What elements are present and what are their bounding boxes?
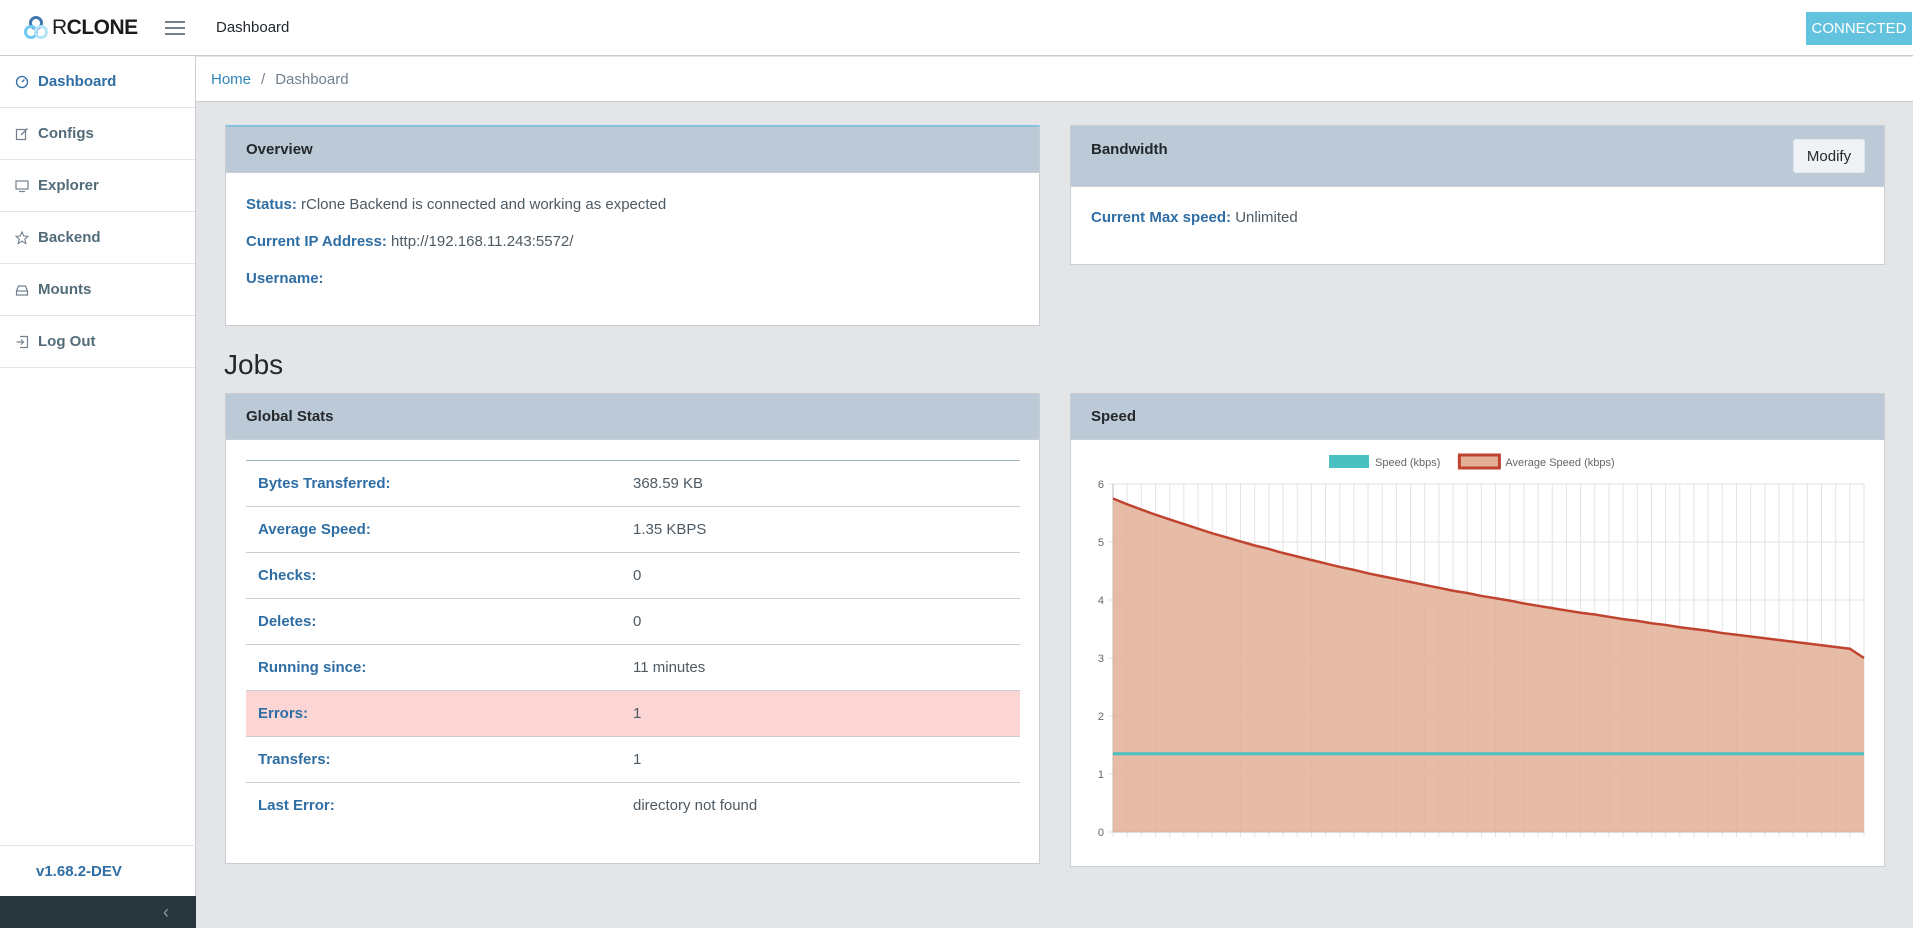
sidebar-item-backend[interactable]: Backend xyxy=(0,212,195,264)
stat-label: Last Error: xyxy=(246,782,633,829)
sidebar-item-label: Log Out xyxy=(38,333,96,350)
stat-label: Checks: xyxy=(246,552,633,599)
sidebar-item-mounts[interactable]: Mounts xyxy=(0,264,195,316)
jobs-heading: Jobs xyxy=(224,349,284,380)
series-area-average-speed xyxy=(1113,498,1864,832)
stat-value: 11 minutes xyxy=(633,644,1020,691)
stat-label: Average Speed: xyxy=(246,506,633,553)
ip-value: http://192.168.11.243:5572/ xyxy=(391,233,574,250)
status-value: rClone Backend is connected and working … xyxy=(301,196,667,213)
connection-status-button[interactable]: CONNECTED xyxy=(1806,12,1912,45)
speedometer-icon xyxy=(14,74,30,90)
y-tick-label: 3 xyxy=(1098,653,1104,665)
stat-label: Transfers: xyxy=(246,736,633,783)
stat-label: Running since: xyxy=(246,644,633,691)
stat-value: 0 xyxy=(633,598,1020,645)
stat-value: directory not found xyxy=(633,782,1020,829)
stat-value: 1 xyxy=(633,736,1020,783)
logout-icon xyxy=(14,334,30,350)
y-tick-label: 6 xyxy=(1098,479,1104,491)
bandwidth-card: Bandwidth Current Max speed: Unlimited xyxy=(1070,125,1885,265)
username-row: Username: xyxy=(246,270,324,287)
star-icon xyxy=(14,230,30,246)
sidebar-item-label: Dashboard xyxy=(38,73,117,90)
stat-value: 1 xyxy=(633,690,1020,737)
modify-bandwidth-button[interactable]: Modify xyxy=(1793,139,1865,173)
rclone-logo-icon xyxy=(24,16,48,39)
legend-label: Average Speed (kbps) xyxy=(1505,457,1614,469)
stat-label: Errors: xyxy=(246,690,633,737)
y-tick-label: 2 xyxy=(1098,711,1104,723)
sidebar-item-explorer[interactable]: Explorer xyxy=(0,160,195,212)
breadcrumb: Home / Dashboard xyxy=(196,57,1913,102)
table-row: Transfers: 1 xyxy=(246,736,1020,783)
speed-chart: 0 1 2 3 4 5 6 Speed (kbps) Average Speed (kbps) xyxy=(1098,453,1865,839)
username-label: Username: xyxy=(246,270,324,287)
rclone-logo[interactable]: RCLONE xyxy=(24,14,138,42)
table-row: Last Error: directory not found xyxy=(246,782,1020,829)
stat-value: 0 xyxy=(633,552,1020,599)
drive-icon xyxy=(14,282,30,298)
legend-swatch xyxy=(1457,453,1501,470)
breadcrumb-separator: / xyxy=(261,70,266,88)
sidebar-item-dashboard[interactable]: Dashboard xyxy=(0,56,195,108)
table-row: Running since: 11 minutes xyxy=(246,644,1020,691)
sidebar-item-label: Backend xyxy=(38,229,101,246)
global-stats-card: Global Stats Bytes Transferred: 368.59 K… xyxy=(225,393,1040,864)
brand-text: RCLONE xyxy=(52,16,138,39)
ip-row: Current IP Address: http://192.168.11.24… xyxy=(246,233,573,250)
status-row: Status: rClone Backend is connected and … xyxy=(246,196,666,213)
overview-card-title: Overview xyxy=(226,127,1039,173)
pencil-icon xyxy=(14,126,30,142)
series-line-average-speed xyxy=(1112,497,1865,660)
stat-label: Bytes Transferred: xyxy=(246,460,633,507)
y-tick-label: 5 xyxy=(1098,537,1104,549)
hamburger-menu-icon[interactable] xyxy=(163,17,187,39)
stat-label: Deletes: xyxy=(246,598,633,645)
sidebar-item-configs[interactable]: Configs xyxy=(0,108,195,160)
legend-swatch xyxy=(1329,455,1369,468)
stat-value: 1.35 KBPS xyxy=(633,506,1020,553)
table-row-errors: Errors: 1 xyxy=(246,690,1020,737)
y-tick-label: 4 xyxy=(1098,595,1104,607)
speed-card: Speed 0 1 2 3 4 5 6 Speed (kbps) Average Speed (… xyxy=(1070,393,1885,867)
table-row: Bytes Transferred: 368.59 KB xyxy=(246,460,1020,507)
status-label: Status: xyxy=(246,196,297,213)
table-row: Average Speed: 1.35 KBPS xyxy=(246,506,1020,553)
max-speed-label: Current Max speed: xyxy=(1091,209,1232,226)
sidebar-minimizer[interactable]: ‹ xyxy=(0,896,196,928)
version-label: v1.68.2-DEV xyxy=(0,845,196,897)
global-stats-table: Bytes Transferred: 368.59 KB Average Spe… xyxy=(246,460,1020,829)
overview-card: Overview Status: rClone Backend is conne… xyxy=(225,125,1040,326)
sidebar: Dashboard Configs Explorer Backend Mount… xyxy=(0,56,196,928)
sidebar-item-logout[interactable]: Log Out xyxy=(0,316,195,368)
max-speed-value: Unlimited xyxy=(1235,209,1298,226)
top-header: RCLONE Dashboard CONNECTED xyxy=(0,0,1913,56)
sidebar-item-label: Explorer xyxy=(38,177,99,194)
header-title: Dashboard xyxy=(216,19,290,36)
stat-value: 368.59 KB xyxy=(633,460,1020,507)
y-tick-label: 1 xyxy=(1098,769,1104,781)
table-row: Checks: 0 xyxy=(246,552,1020,599)
y-tick-label: 0 xyxy=(1098,827,1104,839)
global-stats-card-title: Global Stats xyxy=(226,394,1039,440)
max-speed-row: Current Max speed: Unlimited xyxy=(1091,209,1298,226)
table-row: Deletes: 0 xyxy=(246,598,1020,645)
speed-card-title: Speed xyxy=(1071,394,1884,440)
breadcrumb-current: Dashboard xyxy=(275,70,349,88)
ip-label: Current IP Address: xyxy=(246,233,387,250)
chevron-left-icon: ‹ xyxy=(163,902,169,922)
bandwidth-card-title: Bandwidth xyxy=(1071,126,1884,187)
sidebar-item-label: Mounts xyxy=(38,281,92,298)
legend-label: Speed (kbps) xyxy=(1375,457,1440,469)
sidebar-item-label: Configs xyxy=(38,125,94,142)
breadcrumb-home-link[interactable]: Home xyxy=(211,70,252,88)
monitor-icon xyxy=(14,178,30,194)
